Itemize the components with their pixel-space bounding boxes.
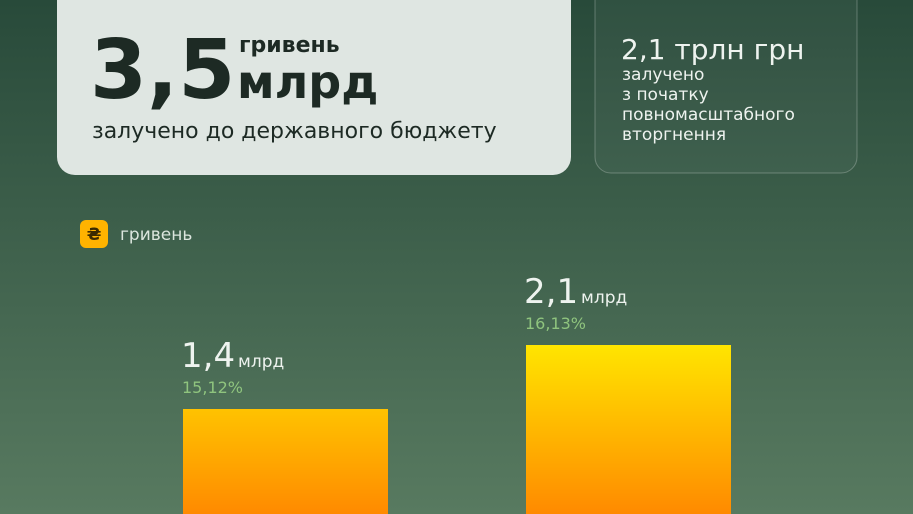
card-caption: залучено до державного бюджету bbox=[92, 119, 497, 144]
card-number: 3,5 bbox=[90, 23, 235, 118]
card-unit: гривень bbox=[239, 33, 340, 58]
value-label: 1,4 bbox=[181, 336, 235, 376]
share-label: 15,12% bbox=[182, 378, 243, 397]
bar bbox=[526, 345, 731, 514]
legend-icon-symbol: ₴ bbox=[87, 225, 102, 245]
bar bbox=[183, 409, 388, 514]
card-caption-line: залучено bbox=[622, 65, 704, 85]
card-headline: 2,1 трлн грн bbox=[621, 33, 804, 66]
share-label: 16,13% bbox=[525, 314, 586, 333]
value-unit: млрд bbox=[581, 288, 627, 308]
main-card bbox=[57, 0, 571, 175]
value-label: 2,1 bbox=[524, 272, 578, 312]
card-caption-line: з початку bbox=[622, 85, 709, 105]
legend-icon bbox=[80, 220, 108, 248]
side-card bbox=[594, 0, 858, 174]
legend-label: гривень bbox=[120, 225, 192, 245]
value-unit: млрд bbox=[238, 352, 284, 372]
card-caption-line: вторгнення bbox=[622, 125, 726, 145]
card-caption-line: повномасштабного bbox=[622, 105, 795, 125]
card-unit: млрд bbox=[237, 55, 378, 109]
